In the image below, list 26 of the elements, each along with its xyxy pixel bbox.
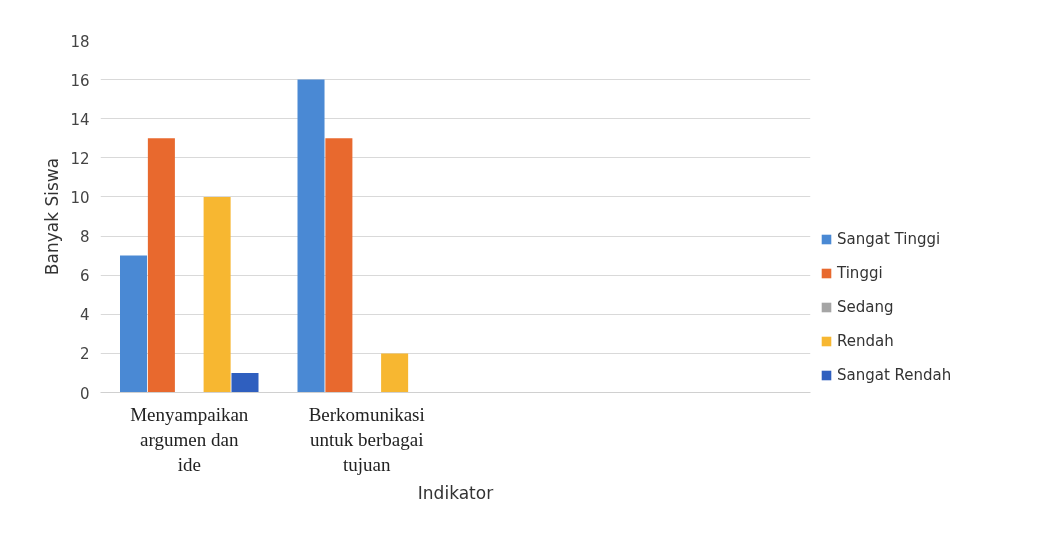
y-axis-title: Banyak Siswa — [42, 157, 63, 276]
bar — [147, 138, 175, 393]
legend-label: Tinggi — [837, 264, 883, 282]
bar — [325, 138, 353, 393]
y-tick-label: 2 — [79, 345, 90, 364]
y-tick-label: 4 — [79, 306, 90, 325]
y-tick-label: 10 — [70, 188, 90, 207]
bar — [231, 372, 259, 393]
legend-label: Sangat Rendah — [837, 366, 952, 384]
bar — [381, 353, 409, 393]
x-tick-label: Berkomunikasi untuk berbagai tujuan — [308, 403, 425, 475]
x-axis-title: Indikator — [417, 482, 494, 503]
y-tick-label: 8 — [79, 228, 90, 247]
y-tick-label: 16 — [70, 71, 90, 90]
legend-label: Sangat Tinggi — [837, 230, 941, 248]
legend-label: Rendah — [837, 332, 894, 350]
y-tick-label: 14 — [70, 110, 90, 129]
x-tick-label: Menyampaikan argumen dan ide — [130, 403, 249, 475]
bar — [203, 196, 231, 393]
bar — [120, 255, 148, 393]
y-tick-label: 6 — [79, 267, 90, 286]
y-tick-label: 12 — [70, 149, 90, 168]
bar — [297, 79, 325, 393]
y-tick-label: 0 — [79, 384, 90, 403]
y-tick-label: 18 — [70, 32, 90, 51]
legend-label: Sedang — [837, 298, 894, 316]
